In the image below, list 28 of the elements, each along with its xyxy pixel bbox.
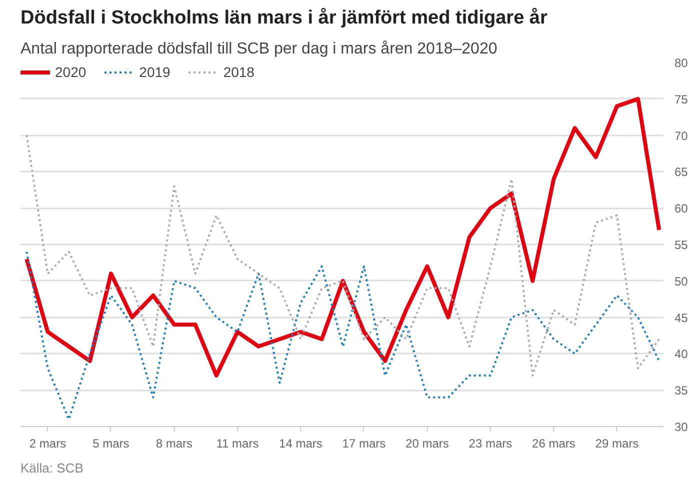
y-tick-label: 35	[674, 384, 688, 398]
y-tick-label: 80	[674, 56, 688, 70]
y-tick-label: 75	[674, 92, 688, 106]
y-tick-label: 60	[674, 202, 688, 216]
chart-title: Dödsfall i Stockholms län mars i år jämfört med tidigare år	[20, 8, 548, 28]
legend-label: 2018	[223, 64, 254, 80]
x-tick-label: 11 mars	[216, 436, 259, 450]
x-tick-label: 8 mars	[156, 436, 193, 450]
x-tick-label: 26 mars	[532, 436, 576, 450]
x-tick-label: 14 mars	[279, 436, 322, 450]
x-tick-label: 5 mars	[92, 436, 130, 450]
y-tick-label: 55	[674, 238, 688, 252]
y-tick-label: 50	[674, 274, 688, 288]
x-tick-label: 17 mars	[342, 436, 386, 450]
y-tick-label: 40	[674, 347, 688, 362]
text: Källa: SCB	[20, 460, 84, 476]
x-tick-label: 23 mars	[468, 436, 512, 450]
y-tick-label: 30	[674, 420, 688, 434]
legend-label: 2019	[139, 64, 170, 80]
x-tick-label: 20 mars	[406, 436, 449, 450]
legend-label: 2020	[55, 64, 86, 80]
line-series	[26, 250, 660, 420]
x-tick-label: 2 mars	[29, 436, 66, 450]
x-tick-label: 29 mars	[595, 436, 639, 450]
y-tick-label: 65	[674, 165, 688, 180]
y-tick-label: 70	[674, 128, 688, 143]
y-tick-label: 45	[674, 310, 688, 325]
chart-subtitle: Antal rapporterade dödsfall till SCB per dag i mars åren 2018–2020	[20, 40, 498, 58]
